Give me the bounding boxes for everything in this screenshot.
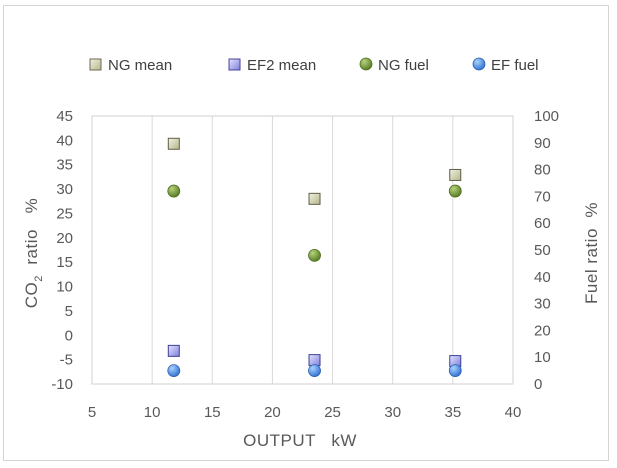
y-right-tick-label: 20 xyxy=(534,322,551,339)
y-left-tick-label: 35 xyxy=(56,157,73,174)
data-markers xyxy=(167,137,462,378)
x-tick-label: 20 xyxy=(264,404,281,421)
point-ng-fuel xyxy=(167,184,181,198)
x-tick-label: 25 xyxy=(324,404,341,421)
y-left-tick-label: 15 xyxy=(56,254,73,271)
y-axis-left-title-base: CO xyxy=(22,282,41,309)
y-right-tick-label: 30 xyxy=(534,296,551,313)
y-left-tick-label: 5 xyxy=(65,303,73,320)
y-right-tick-label: 40 xyxy=(534,269,551,286)
x-tick-label: 15 xyxy=(204,404,221,421)
y-right-tick-label: 0 xyxy=(534,376,542,393)
legend-item-ng-mean: NG mean xyxy=(89,57,172,74)
point-ef-fuel xyxy=(448,364,462,378)
y-right-tick-label: 10 xyxy=(534,349,551,366)
legend-marker-ng-fuel xyxy=(359,57,373,71)
y-axis-left: -10 -5 0 5 10 15 20 25 30 35 40 45 xyxy=(51,108,73,393)
y-right-tick-label: 80 xyxy=(534,162,551,179)
gridlines xyxy=(91,116,514,384)
y-axis-right-title: Fuel ratio % xyxy=(582,202,601,304)
y-left-tick-label: 10 xyxy=(56,279,73,296)
y-left-tick-label: 20 xyxy=(56,230,73,247)
legend-label-ef2-mean: EF2 mean xyxy=(247,57,316,74)
y-left-tick-label: 0 xyxy=(65,327,73,344)
point-ng-mean xyxy=(449,168,462,181)
x-axis: 5 10 15 20 25 30 35 40 xyxy=(88,404,522,421)
legend-marker-ef-fuel xyxy=(472,57,486,71)
legend-item-ef-fuel: EF fuel xyxy=(472,57,539,74)
legend-marker-ef2-mean xyxy=(228,58,241,71)
x-tick-label: 40 xyxy=(505,404,522,421)
y-right-tick-label: 60 xyxy=(534,215,551,232)
point-ng-mean xyxy=(308,192,321,205)
legend-label-ef-fuel: EF fuel xyxy=(491,57,539,74)
x-tick-label: 35 xyxy=(445,404,462,421)
y-left-tick-label: 45 xyxy=(56,108,73,125)
y-right-tick-label: 70 xyxy=(534,188,551,205)
point-ng-mean xyxy=(167,137,180,150)
point-ng-fuel xyxy=(308,248,321,262)
y-axis-left-title: CO2 ratio % xyxy=(22,198,45,308)
y-left-tick-label: -5 xyxy=(60,352,73,369)
legend-item-ng-fuel: NG fuel xyxy=(359,57,429,74)
y-axis-left-title-subscript: 2 xyxy=(33,275,45,282)
y-left-tick-label: 40 xyxy=(56,132,73,149)
legend-label-ng-mean: NG mean xyxy=(108,57,172,74)
plot-area xyxy=(91,115,514,385)
y-right-tick-label: 50 xyxy=(534,242,551,259)
y-axis-right: 0 10 20 30 40 50 60 70 80 90 100 xyxy=(534,108,559,393)
point-ef2-mean xyxy=(308,354,321,367)
x-tick-label: 30 xyxy=(384,404,401,421)
chart: 5 10 15 20 25 30 35 40 -10-5051015202530354045 … xyxy=(22,57,601,450)
y-right-tick-label: 90 xyxy=(534,135,551,152)
legend: NG mean EF2 mean NG fuel EF fuel xyxy=(89,57,539,74)
point-ef-fuel xyxy=(167,364,181,378)
legend-label-ng-fuel: NG fuel xyxy=(378,57,429,74)
y-left-tick-label: 25 xyxy=(56,205,73,222)
x-axis-title: OUTPUT kW xyxy=(243,431,357,450)
chart-frame: 5 10 15 20 25 30 35 40 -10 -5 0 5 10 15 20 25 30 35 40 45 … xyxy=(3,5,609,461)
plot-border xyxy=(91,115,514,385)
x-tick-label: 5 xyxy=(88,404,96,421)
y-right-tick-label: 100 xyxy=(534,108,559,125)
y-left-tick-label: -10 xyxy=(51,376,73,393)
x-tick-label: 10 xyxy=(144,404,161,421)
legend-marker-ng-mean xyxy=(89,58,102,71)
legend-item-ef2-mean: EF2 mean xyxy=(228,57,316,74)
point-ef-fuel xyxy=(308,364,321,378)
point-ng-fuel xyxy=(448,184,462,198)
y-left-tick-label: 30 xyxy=(56,181,73,198)
point-ef2-mean xyxy=(167,344,180,357)
y-axis-left-title-rest: ratio % xyxy=(22,198,41,275)
